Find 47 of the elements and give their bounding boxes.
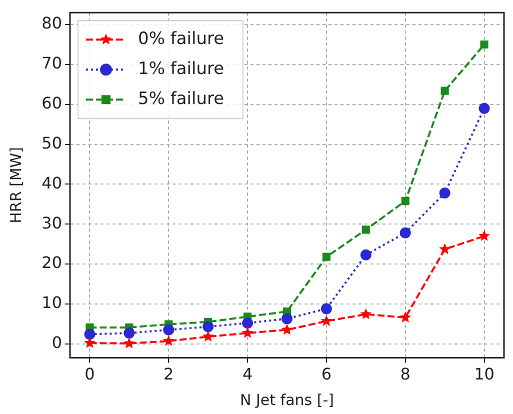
point [162,335,174,346]
x-axis-title: N Jet fans [-] [240,390,334,409]
point [242,327,254,338]
point [202,330,214,342]
y-tick-label: 40 [42,173,62,192]
x-tick-label: 0 [84,364,95,384]
point [320,303,332,314]
point [360,308,372,320]
point [440,86,449,95]
point [281,324,293,335]
point [84,337,96,348]
y-tick-label: 60 [42,94,62,113]
x-tick-label: 6 [321,364,332,384]
legend-label: 1% failure [138,59,224,80]
legend-label: 5% failure [138,89,224,110]
point [478,230,490,241]
y-tick-label: 70 [42,54,62,73]
point [242,318,254,329]
point [360,249,372,260]
y-tick-label: 80 [42,14,62,33]
point [282,313,292,324]
point [320,315,332,326]
point [400,311,412,322]
y-tick-label: 0 [52,332,62,352]
point [322,252,330,261]
point [400,227,411,238]
x-tick-label: 4 [242,364,253,384]
y-tick-label: 30 [42,213,62,232]
point [439,243,451,254]
legend-label: 0% failure [138,29,224,50]
point [124,328,135,339]
point [123,337,135,348]
y-axis-title: HRR [MW] [6,147,25,224]
point [480,40,488,49]
point [401,196,410,205]
point [362,226,370,234]
x-tick-label: 10 [474,364,494,384]
y-tick-label: 20 [42,253,62,272]
x-tick-label: 2 [164,364,174,384]
point [84,328,96,340]
point [202,321,214,332]
x-tick-label: 8 [400,364,410,384]
y-tick-label: 50 [42,133,62,152]
point [439,187,450,198]
y-tick-label: 10 [42,293,62,312]
point [478,102,490,114]
point [163,324,174,336]
